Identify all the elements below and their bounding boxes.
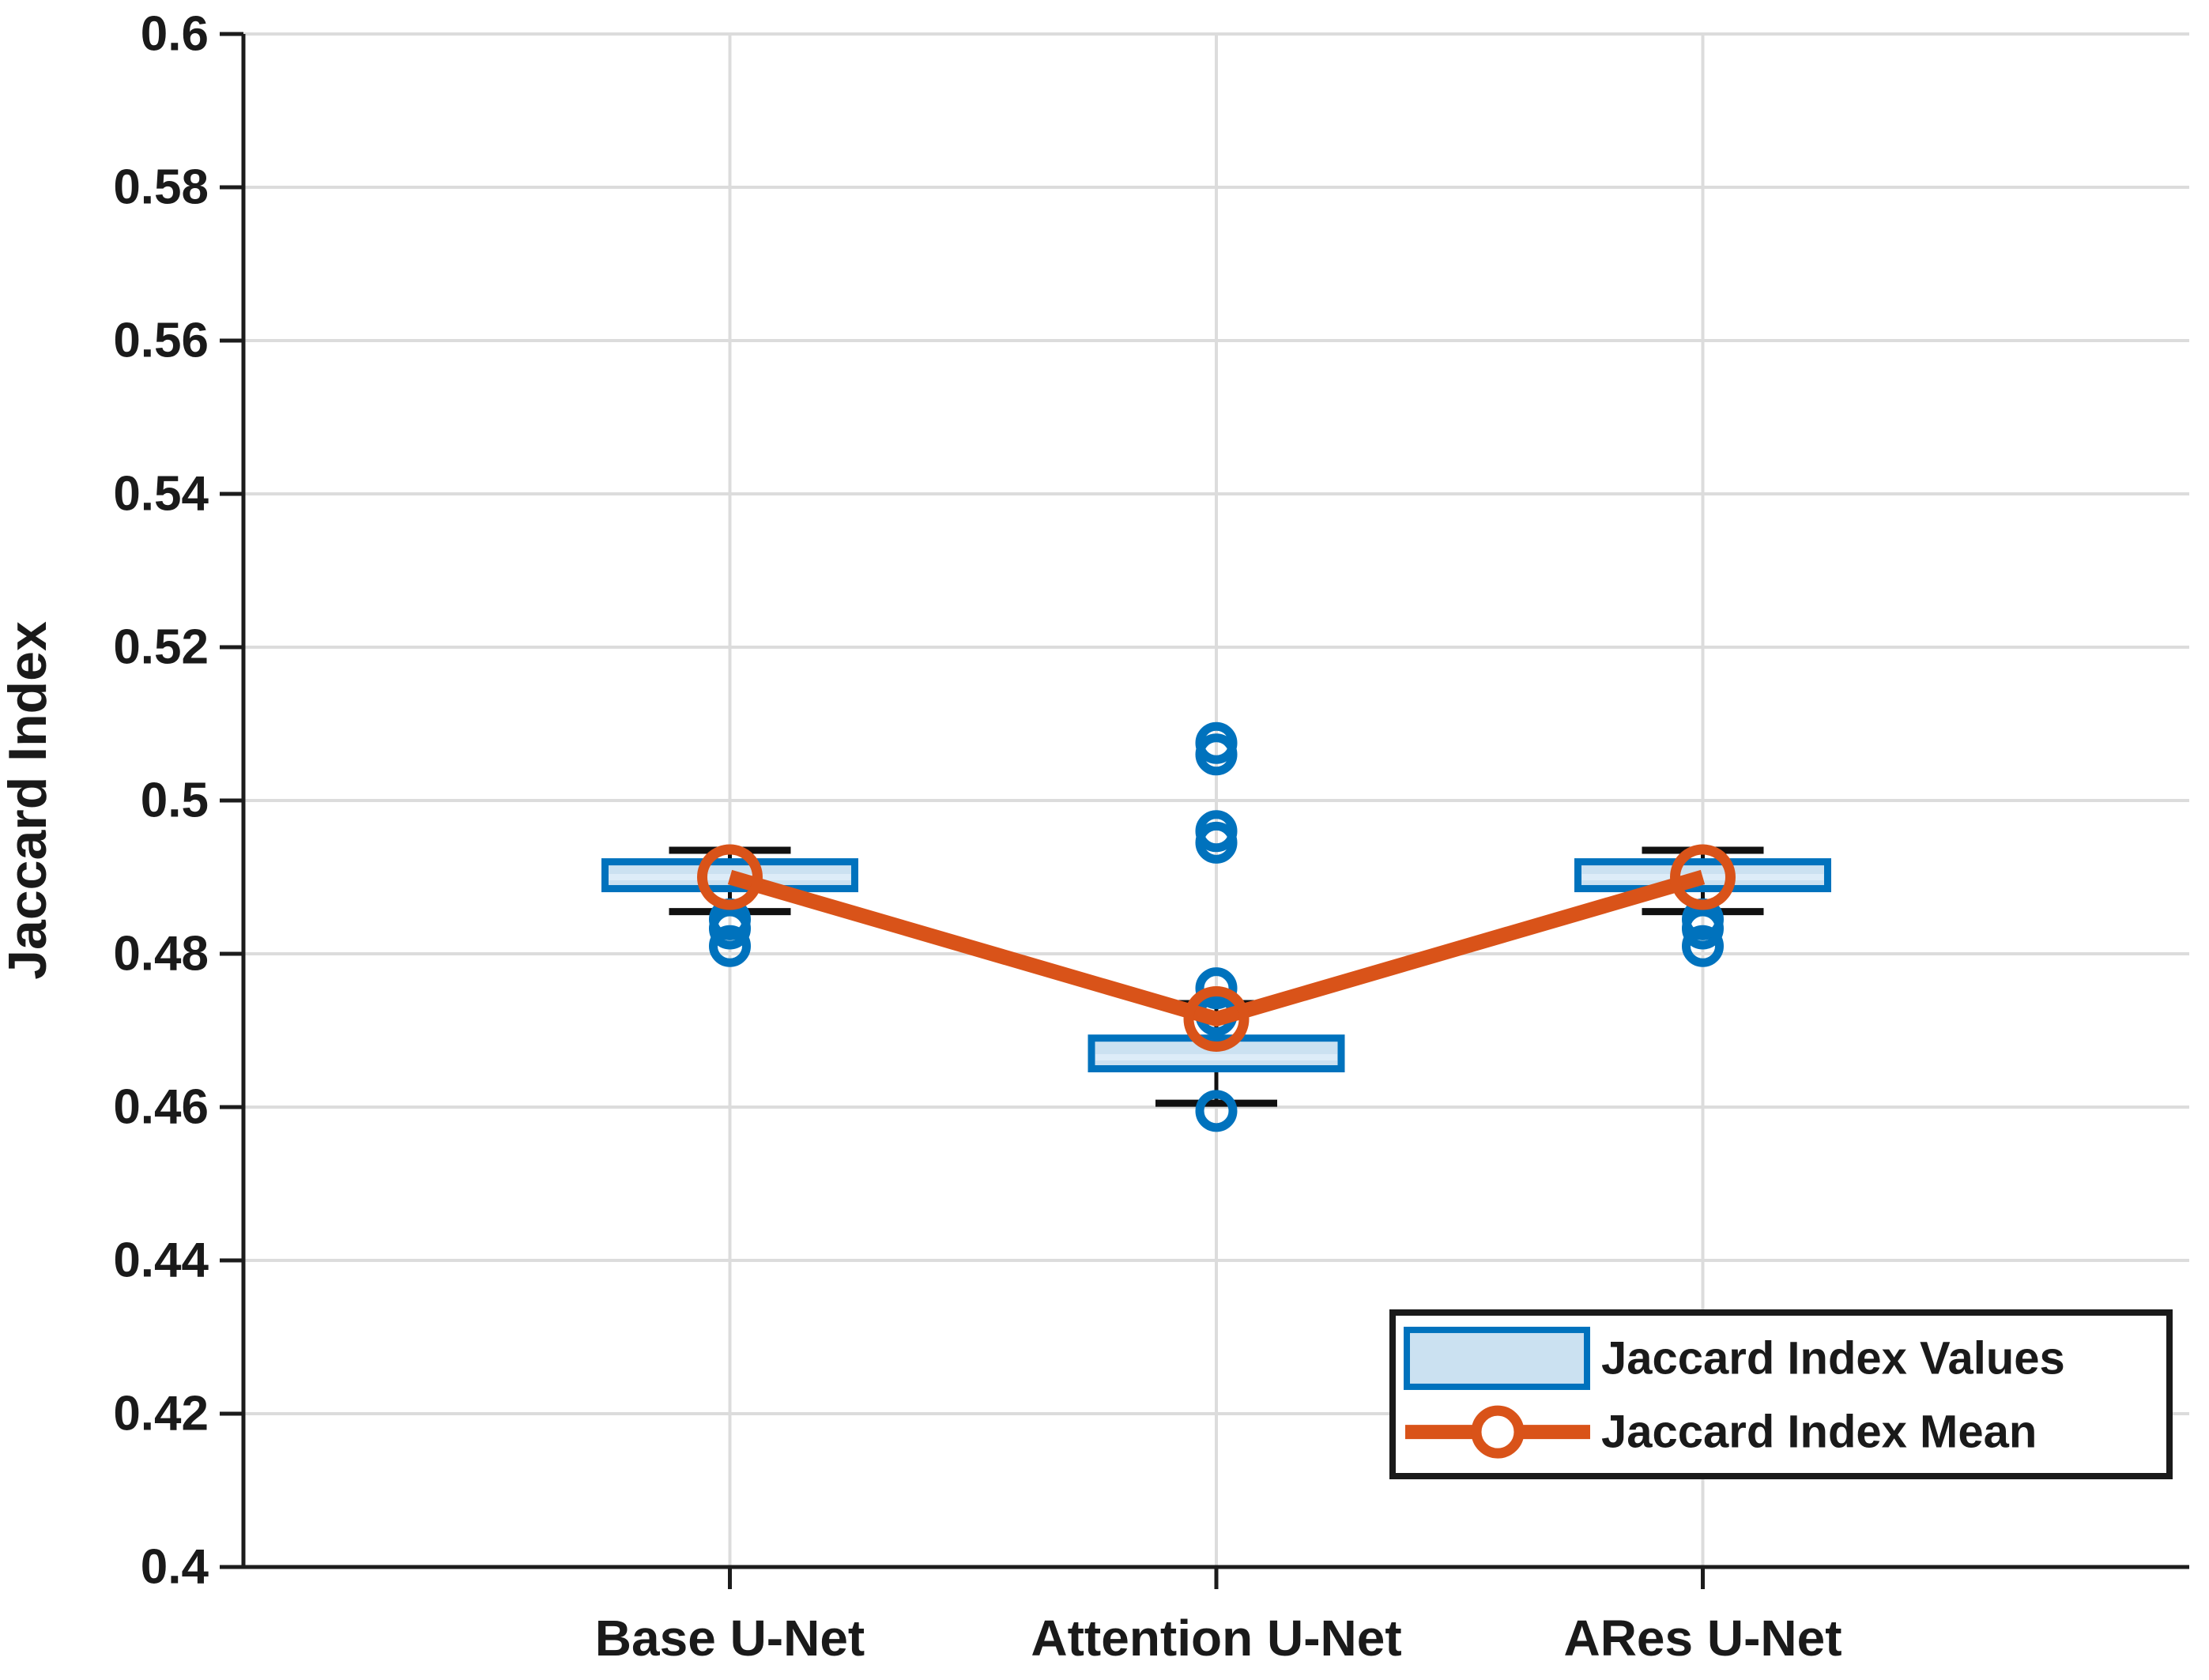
x-tick-label-attention-u-net: Attention U-Net bbox=[1031, 1610, 1401, 1667]
y-axis-title: Jaccard Index bbox=[0, 621, 58, 980]
legend-swatch-marker bbox=[1471, 1405, 1525, 1459]
y-tick-label: 0.58 bbox=[113, 160, 209, 215]
mean-line bbox=[727, 869, 1706, 1027]
outlier-marker bbox=[1195, 967, 1238, 1010]
y-tick-label: 0.52 bbox=[113, 620, 209, 675]
y-tick-label: 0.6 bbox=[141, 7, 209, 62]
y-tick-label: 0.48 bbox=[113, 927, 209, 981]
x-tick-label-ares-u-net: ARes U-Net bbox=[1563, 1610, 1841, 1667]
legend-label-values: Jaccard Index Values bbox=[1601, 1332, 2065, 1384]
outlier-marker bbox=[709, 925, 751, 967]
y-tick-label: 0.54 bbox=[113, 467, 209, 522]
mean-marker-base-u-net bbox=[697, 844, 763, 910]
y-tick-label: 0.46 bbox=[113, 1080, 209, 1135]
x-tick-label-base-u-net: Base U-Net bbox=[595, 1610, 865, 1667]
legend: Jaccard Index Values Jaccard Index Mean bbox=[1389, 1309, 2173, 1479]
y-tick-label: 0.44 bbox=[113, 1234, 209, 1288]
outlier-marker bbox=[1195, 733, 1238, 776]
legend-swatch-box bbox=[1404, 1326, 1590, 1390]
y-tick-label: 0.4 bbox=[141, 1540, 209, 1595]
outlier-marker bbox=[1682, 925, 1724, 967]
mean-marker-ares-u-net bbox=[1670, 844, 1736, 910]
outlier-marker bbox=[1682, 907, 1724, 950]
outlier-marker bbox=[1195, 1090, 1238, 1132]
outlier-marker bbox=[709, 907, 751, 950]
legend-label-mean: Jaccard Index Mean bbox=[1601, 1407, 2037, 1458]
y-tick-label: 0.42 bbox=[113, 1387, 209, 1441]
y-tick-label: 0.5 bbox=[141, 774, 209, 828]
mean-marker-attention-u-net bbox=[1183, 985, 1250, 1052]
outlier-marker bbox=[1195, 821, 1238, 864]
y-tick-label: 0.56 bbox=[113, 314, 209, 368]
